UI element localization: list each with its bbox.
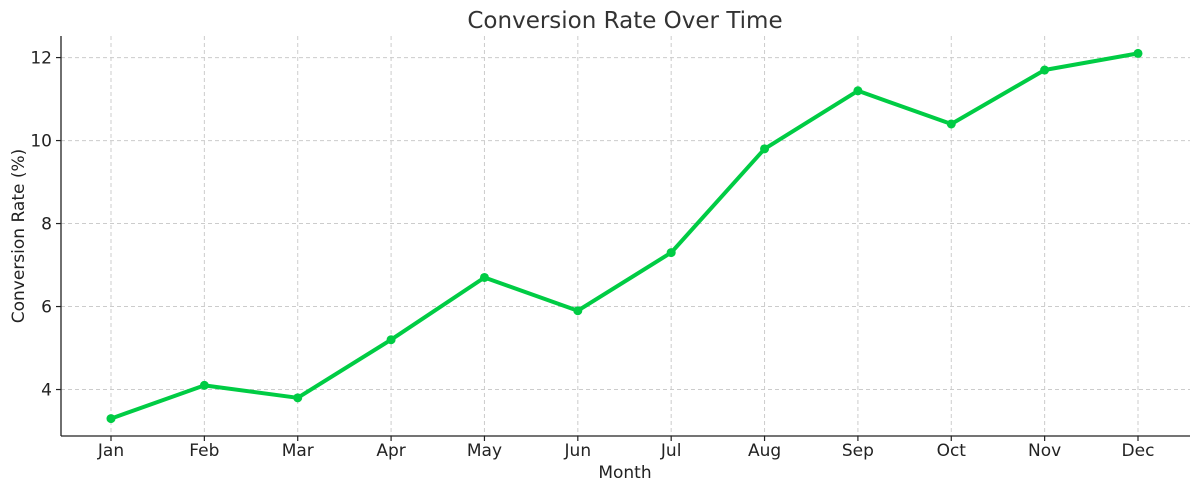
x-tick-label: Feb: [189, 441, 219, 461]
data-point-nov: [1040, 65, 1050, 75]
data-point-oct: [946, 119, 956, 129]
grid-lines: [61, 36, 1190, 436]
chart-title: Conversion Rate Over Time: [467, 8, 782, 34]
data-point-jan: [106, 414, 116, 424]
ticks: Jan Feb Mar Apr May Jun Jul Aug Sep Oct Nov Dec 4 6 8 1…: [30, 49, 1154, 461]
data-point-jun: [573, 306, 583, 316]
x-tick-label: Aug: [748, 441, 781, 461]
series: [106, 48, 1143, 424]
y-tick-label: 8: [41, 215, 52, 235]
x-tick-label: Mar: [282, 441, 314, 461]
data-point-mar: [293, 393, 303, 403]
x-tick-label: Dec: [1122, 441, 1155, 461]
x-axis-label: Month: [598, 463, 651, 483]
data-point-sep: [853, 86, 863, 96]
y-tick-label: 4: [41, 381, 52, 401]
x-tick-label: Jun: [564, 441, 592, 461]
data-point-may: [479, 272, 489, 282]
axes: [60, 36, 1190, 437]
x-tick-label: Oct: [937, 441, 967, 461]
x-tick-label: Sep: [842, 441, 874, 461]
series-line: [109, 51, 1140, 421]
data-point-jul: [666, 248, 676, 258]
x-tick-label: Jul: [660, 441, 682, 461]
data-point-dec: [1133, 48, 1143, 58]
data-point-apr: [386, 335, 396, 345]
x-tick-label: Nov: [1028, 441, 1061, 461]
data-point-feb: [199, 380, 209, 390]
data-point-aug: [760, 144, 770, 154]
y-tick-label: 12: [30, 49, 52, 69]
x-tick-label: Jan: [97, 441, 124, 461]
y-axis-label: Conversion Rate (%): [9, 149, 29, 324]
y-tick-label: 6: [41, 298, 52, 318]
x-tick-label: May: [467, 441, 502, 461]
x-tick-label: Apr: [376, 441, 405, 461]
y-tick-label: 10: [30, 132, 52, 152]
